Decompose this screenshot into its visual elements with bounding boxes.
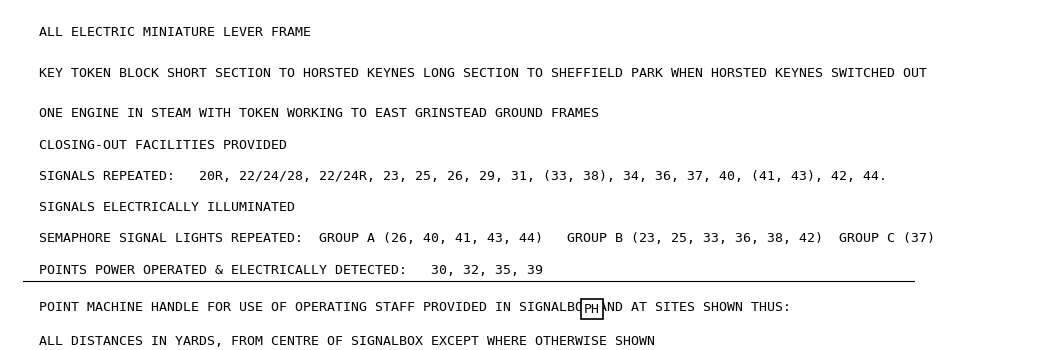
Text: POINT MACHINE HANDLE FOR USE OF OPERATING STAFF PROVIDED IN SIGNALBOX AND AT SIT: POINT MACHINE HANDLE FOR USE OF OPERATIN… [40,301,799,314]
Text: POINTS POWER OPERATED & ELECTRICALLY DETECTED:   30, 32, 35, 39: POINTS POWER OPERATED & ELECTRICALLY DET… [40,264,544,276]
Text: ALL ELECTRIC MINIATURE LEVER FRAME: ALL ELECTRIC MINIATURE LEVER FRAME [40,26,312,39]
Text: SEMAPHORE SIGNAL LIGHTS REPEATED:  GROUP A (26, 40, 41, 43, 44)   GROUP B (23, 2: SEMAPHORE SIGNAL LIGHTS REPEATED: GROUP … [40,232,936,245]
Text: SIGNALS REPEATED:   20R, 22/24/28, 22/24R, 23, 25, 26, 29, 31, (33, 38), 34, 36,: SIGNALS REPEATED: 20R, 22/24/28, 22/24R,… [40,170,887,183]
Text: ONE ENGINE IN STEAM WITH TOKEN WORKING TO EAST GRINSTEAD GROUND FRAMES: ONE ENGINE IN STEAM WITH TOKEN WORKING T… [40,107,600,120]
Text: CLOSING-OUT FACILITIES PROVIDED: CLOSING-OUT FACILITIES PROVIDED [40,139,288,152]
Text: PH: PH [584,303,601,316]
Text: KEY TOKEN BLOCK SHORT SECTION TO HORSTED KEYNES LONG SECTION TO SHEFFIELD PARK W: KEY TOKEN BLOCK SHORT SECTION TO HORSTED… [40,66,927,80]
Text: ALL DISTANCES IN YARDS, FROM CENTRE OF SIGNALBOX EXCEPT WHERE OTHERWISE SHOWN: ALL DISTANCES IN YARDS, FROM CENTRE OF S… [40,335,655,348]
Text: SIGNALS ELECTRICALLY ILLUMINATED: SIGNALS ELECTRICALLY ILLUMINATED [40,201,295,214]
